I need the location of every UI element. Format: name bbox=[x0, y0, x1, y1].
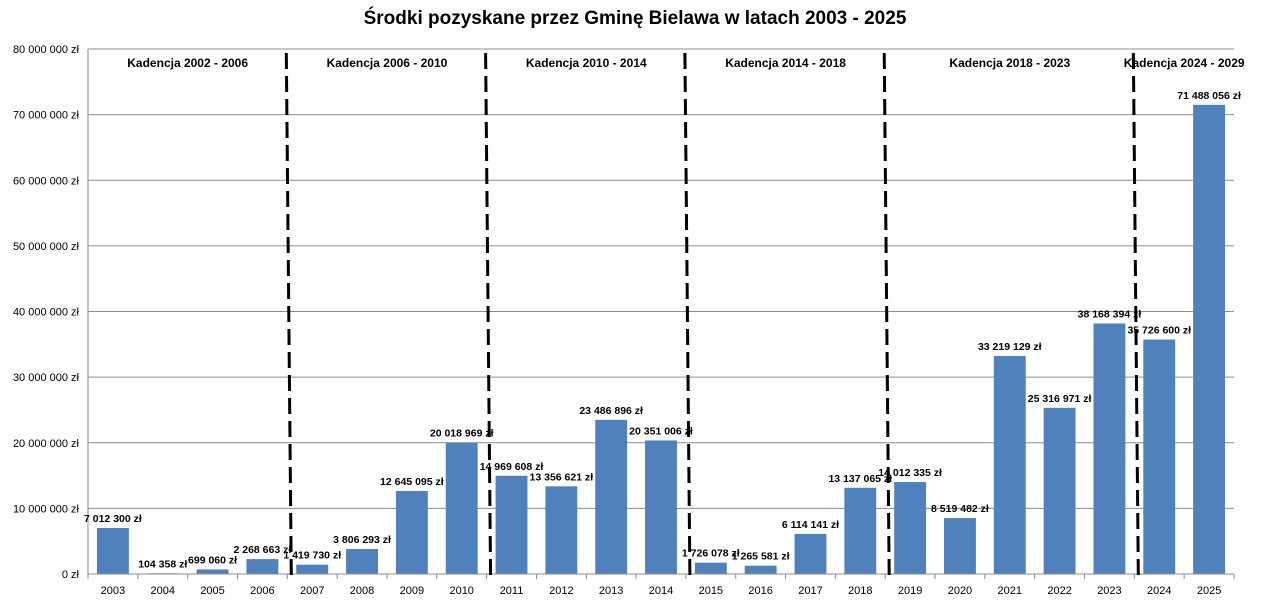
bar bbox=[346, 549, 378, 574]
x-tick-label: 2004 bbox=[150, 585, 174, 597]
term-label: Kadencja 2014 - 2018 bbox=[725, 56, 846, 70]
term-dividers bbox=[284, 52, 1140, 579]
bar bbox=[1093, 323, 1126, 574]
bar bbox=[296, 564, 329, 574]
data-label: 1 419 730 zł bbox=[283, 550, 341, 562]
bars bbox=[96, 104, 1226, 575]
x-tick-label: 2003 bbox=[101, 585, 125, 597]
bar bbox=[993, 355, 1026, 574]
bar bbox=[96, 527, 129, 574]
term-divider bbox=[683, 52, 692, 579]
bar bbox=[844, 487, 877, 574]
y-tick-label: 40 000 000 zł bbox=[13, 307, 80, 319]
y-tick-label: 80 000 000 zł bbox=[13, 44, 80, 56]
data-label: 104 358 zł bbox=[138, 558, 187, 570]
data-label: 71 488 056 zł bbox=[1177, 90, 1241, 102]
x-tick-label: 2006 bbox=[250, 585, 274, 597]
data-label: 12 645 095 zł bbox=[380, 476, 444, 488]
x-tick-label: 2021 bbox=[998, 585, 1022, 597]
x-tick-label: 2019 bbox=[898, 585, 922, 597]
bar bbox=[196, 569, 229, 574]
data-label: 20 351 006 zł bbox=[629, 425, 693, 437]
bar bbox=[545, 486, 578, 574]
y-tick-label: 60 000 000 zł bbox=[13, 175, 80, 187]
bar bbox=[1143, 339, 1176, 574]
term-divider bbox=[1131, 52, 1140, 579]
y-tick-label: 30 000 000 zł bbox=[13, 372, 80, 384]
x-tick-label: 2025 bbox=[1197, 585, 1221, 597]
chart-title: Środki pozyskane przez Gminę Bielawa w l… bbox=[363, 8, 907, 29]
bar bbox=[744, 565, 777, 574]
bar bbox=[495, 475, 528, 574]
bar bbox=[395, 491, 428, 574]
x-tick-label: 2014 bbox=[649, 585, 673, 597]
bar bbox=[445, 442, 478, 574]
x-tick-label: 2022 bbox=[1047, 585, 1071, 597]
term-label: Kadencja 2002 - 2006 bbox=[127, 56, 248, 70]
bar bbox=[246, 559, 279, 574]
term-label: Kadencja 2010 - 2014 bbox=[526, 56, 647, 70]
axes bbox=[87, 49, 1235, 579]
x-tick-label: 2018 bbox=[848, 585, 872, 597]
data-label: 25 316 971 zł bbox=[1028, 393, 1092, 405]
data-label: 6 114 141 zł bbox=[782, 519, 839, 531]
y-tick-label: 50 000 000 zł bbox=[13, 241, 80, 253]
data-label: 13 137 065 zł bbox=[828, 473, 892, 485]
y-tick-label: 10 000 000 zł bbox=[13, 503, 80, 515]
bar bbox=[1193, 104, 1226, 575]
bar bbox=[645, 440, 677, 574]
bar bbox=[794, 533, 827, 574]
x-tick-label: 2013 bbox=[599, 585, 623, 597]
x-tick-label: 2009 bbox=[400, 585, 424, 597]
term-divider bbox=[882, 52, 891, 579]
bar bbox=[694, 562, 727, 574]
x-tick-label: 2007 bbox=[300, 585, 324, 597]
x-axis-ticks: 2003 2004 2005 2006 2007 2008 2009 2010 2011 2012… bbox=[101, 585, 1222, 597]
term-label: Kadencja 2024 - 2029 bbox=[1124, 56, 1245, 70]
y-axis-ticks: 0 zł 10 000 000 zł 20 000 000 zł 30 000 000… bbox=[13, 44, 80, 581]
data-label: 3 806 293 zł bbox=[333, 534, 391, 546]
bar bbox=[1043, 407, 1076, 574]
data-label: 1 726 078 zł bbox=[682, 548, 740, 560]
x-tick-label: 2020 bbox=[948, 585, 972, 597]
term-label: Kadencja 2006 - 2010 bbox=[327, 56, 448, 70]
x-tick-label: 2023 bbox=[1097, 585, 1121, 597]
data-label: 14 969 608 zł bbox=[480, 461, 544, 473]
x-tick-label: 2017 bbox=[798, 585, 822, 597]
term-label: Kadencja 2018 - 2023 bbox=[949, 56, 1070, 70]
bar bbox=[944, 518, 976, 574]
data-label: 2 268 663 zł bbox=[233, 544, 291, 556]
x-tick-label: 2010 bbox=[449, 585, 473, 597]
x-tick-label: 2012 bbox=[549, 585, 573, 597]
x-tick-label: 2024 bbox=[1147, 585, 1171, 597]
data-label: 8 519 482 zł bbox=[931, 503, 989, 515]
x-tick-label: 2015 bbox=[699, 585, 723, 597]
y-tick-label: 70 000 000 zł bbox=[13, 110, 80, 122]
data-label: 38 168 394 zł bbox=[1078, 309, 1142, 321]
x-tick-label: 2016 bbox=[748, 585, 772, 597]
data-label: 20 018 969 zł bbox=[430, 428, 494, 440]
data-label: 35 726 600 zł bbox=[1127, 325, 1191, 337]
x-tick-label: 2011 bbox=[500, 585, 524, 597]
data-labels: 7 012 300 zł 104 358 zł 699 060 zł2 268 66… bbox=[84, 90, 1241, 570]
y-tick-label: 0 zł bbox=[62, 569, 80, 581]
data-label: 13 356 621 zł bbox=[530, 471, 594, 483]
data-label: 14 012 335 zł bbox=[878, 467, 942, 479]
term-labels: Kadencja 2002 - 2006 Kadencja 2006 - 2010… bbox=[127, 56, 1245, 70]
term-divider bbox=[284, 52, 293, 579]
bar bbox=[894, 482, 927, 574]
data-label: 1 265 581 zł bbox=[732, 551, 790, 563]
data-label: 699 060 zł bbox=[188, 554, 237, 566]
bar bbox=[595, 419, 628, 574]
x-tick-label: 2005 bbox=[200, 585, 224, 597]
data-label: 7 012 300 zł bbox=[84, 513, 142, 525]
data-label: 23 486 896 zł bbox=[579, 405, 643, 417]
x-tick-label: 2008 bbox=[350, 585, 374, 597]
term-divider bbox=[484, 52, 493, 579]
data-label: 33 219 129 zł bbox=[978, 341, 1042, 353]
y-tick-label: 20 000 000 zł bbox=[13, 438, 80, 450]
